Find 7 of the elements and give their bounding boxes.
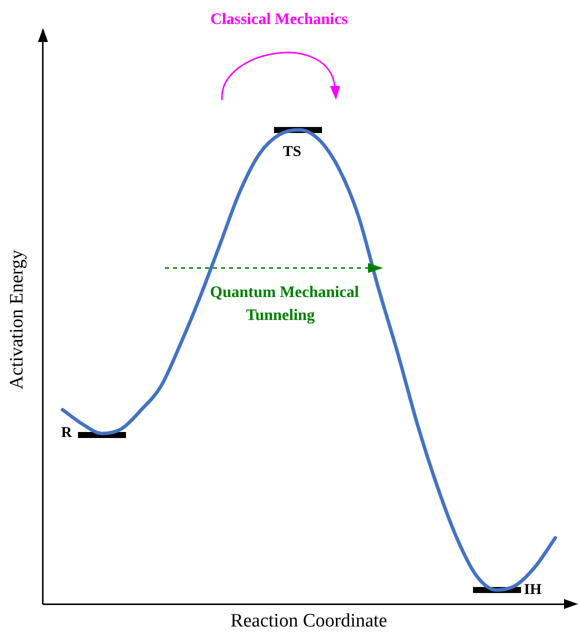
annotation: IH bbox=[524, 582, 542, 598]
annotation: R bbox=[61, 424, 72, 441]
text: Classical Mechanics bbox=[210, 11, 348, 28]
y-axis-title: Activation Energy bbox=[6, 249, 28, 390]
annotation: Quantum Mechanical Tunneling bbox=[210, 284, 360, 324]
x-axis-title: Reaction Coordinate bbox=[230, 610, 388, 632]
annotation: TS bbox=[282, 144, 302, 160]
